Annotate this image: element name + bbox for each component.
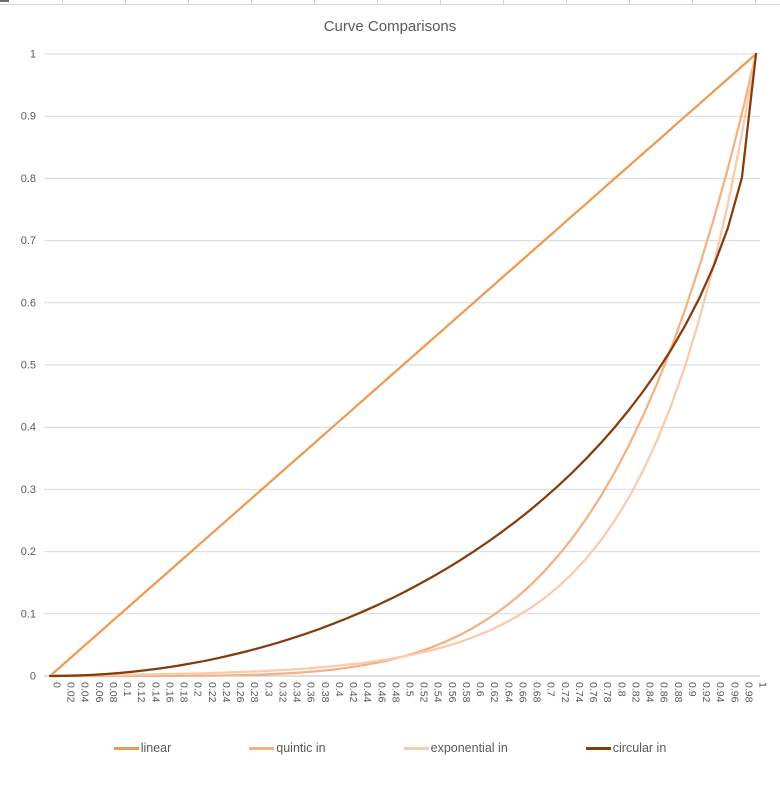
legend-swatch (403, 746, 429, 750)
x-tick-label: 0 (51, 682, 63, 688)
legend-label: exponential in (430, 740, 508, 755)
legend-item-linear[interactable]: linear (113, 740, 172, 755)
x-tick-label: 0.56 (446, 682, 458, 703)
legend-swatch (249, 746, 275, 750)
x-tick-label: 0.92 (700, 682, 712, 703)
x-tick-label: 0.82 (629, 682, 641, 703)
x-tick-label: 0.18 (178, 682, 190, 703)
x-tick-label: 0.36 (305, 682, 317, 703)
x-tick-label: 0.58 (460, 682, 472, 703)
series-lines (48, 52, 758, 678)
spreadsheet-cell-fragment (0, 0, 9, 2)
x-tick-label: 0.42 (347, 682, 359, 703)
legend-label: quintic in (276, 740, 326, 755)
y-tick-label: 0.9 (21, 111, 36, 123)
x-tick-label: 0.94 (714, 682, 726, 703)
x-tick-label: 0.88 (672, 682, 684, 703)
legend-item-quintic-in[interactable]: quintic in (249, 740, 326, 755)
x-tick-label: 0.12 (135, 682, 147, 703)
x-tick-label: 0.62 (488, 682, 500, 703)
y-tick-label: 0 (30, 671, 36, 683)
x-tick-label: 0.08 (107, 682, 119, 703)
x-tick-label: 0.44 (361, 682, 373, 703)
x-tick-label: 0.24 (220, 682, 232, 703)
chart-canvas[interactable]: Curve Comparisons 0 0.1 0.2 0.3 0.4 0.5 0.6 0.7… (0, 5, 780, 800)
x-tick-label: 0.86 (658, 682, 670, 703)
series-line-circular-in[interactable] (48, 52, 758, 678)
legend-swatch (585, 746, 611, 750)
x-tick-label: 0.1 (121, 682, 133, 697)
x-tick-label: 0.48 (389, 682, 401, 703)
series-line-exponential-in[interactable] (48, 52, 758, 677)
series-line-linear[interactable] (48, 52, 758, 678)
y-tick-label: 0.5 (21, 360, 36, 372)
x-tick-label: 0.72 (559, 682, 571, 703)
x-tick-label: 0.28 (248, 682, 260, 703)
x-tick-label: 0.6 (474, 682, 486, 697)
x-tick-label: 0.84 (644, 682, 656, 703)
x-tick-label: 0.96 (728, 682, 740, 703)
y-tick-label: 0.4 (21, 422, 36, 434)
gridlines (44, 53, 760, 677)
x-tick-label: 0.14 (149, 682, 161, 703)
x-tick-label: 0.64 (502, 682, 514, 703)
x-tick-label: 0.5 (404, 682, 416, 697)
x-tick-label: 0.3 (262, 682, 274, 697)
y-tick-label: 0.3 (21, 484, 36, 496)
legend-item-exponential-in[interactable]: exponential in (403, 740, 508, 755)
chart-legend: linear quintic in exponential in circular i… (0, 738, 780, 758)
chart-title[interactable]: Curve Comparisons (323, 18, 457, 35)
x-tick-label: 0.9 (686, 682, 698, 697)
y-tick-label: 0.6 (21, 297, 36, 309)
x-tick-label: 0.7 (545, 682, 557, 697)
x-tick-label: 0.2 (192, 682, 204, 697)
y-tick-label: 1 (30, 49, 36, 61)
legend-label: circular in (612, 740, 667, 755)
legend-item-circular-in[interactable]: circular in (585, 740, 667, 755)
x-tick-label: 0.34 (291, 682, 303, 703)
x-tick-label: 0.68 (531, 682, 543, 703)
x-axis[interactable]: 0 0.02 0.04 0.06 0.08 0.1 0.12 0.14 0.16 0.18 0.2 0… (51, 682, 769, 703)
x-tick-label: 0.16 (163, 682, 175, 703)
x-tick-label: 0.22 (206, 682, 218, 703)
x-tick-label: 0.04 (79, 682, 91, 703)
y-tick-label: 0.8 (21, 173, 36, 185)
x-tick-label: 0.8 (615, 682, 627, 697)
x-tick-label: 0.54 (432, 682, 444, 703)
y-tick-label: 0.1 (21, 608, 36, 620)
y-tick-label: 0.2 (21, 546, 36, 558)
x-tick-label: 0.02 (65, 682, 77, 703)
x-tick-label: 1 (757, 682, 769, 688)
x-tick-label: 0.66 (516, 682, 528, 703)
x-tick-label: 0.78 (601, 682, 613, 703)
x-tick-label: 0.38 (319, 682, 331, 703)
x-tick-label: 0.06 (93, 682, 105, 703)
x-tick-label: 0.74 (573, 682, 585, 703)
x-tick-label: 0.52 (418, 682, 430, 703)
y-axis[interactable]: 0 0.1 0.2 0.3 0.4 0.5 0.6 0.7 0.8 0.9 1 (21, 49, 36, 683)
x-tick-label: 0.26 (234, 682, 246, 703)
x-tick-label: 0.4 (333, 682, 345, 697)
legend-label: linear (140, 740, 172, 755)
plot-area: 00.10.20.30.40.50.60.70.80.910 0.02 0.04 0.… (21, 49, 769, 703)
y-tick-label: 0.7 (21, 235, 36, 247)
x-tick-label: 0.46 (375, 682, 387, 703)
spreadsheet-row-fragment (0, 0, 780, 5)
x-tick-label: 0.76 (587, 682, 599, 703)
x-tick-label: 0.32 (276, 682, 288, 703)
legend-swatch (113, 746, 139, 750)
x-tick-label: 0.98 (742, 682, 754, 703)
